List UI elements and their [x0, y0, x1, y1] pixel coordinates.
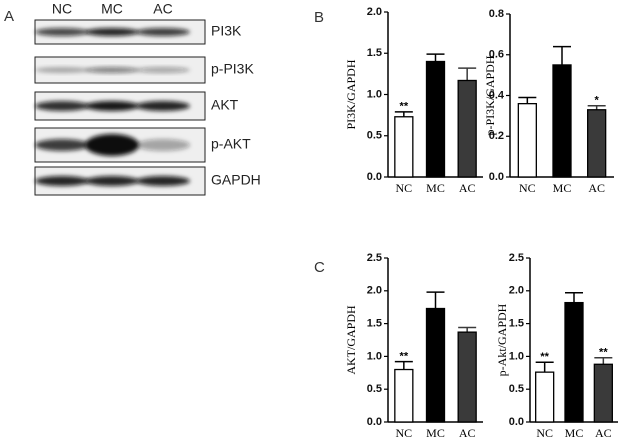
protein-label: AKT	[211, 97, 239, 113]
bar	[394, 368, 414, 423]
lane-label: AC	[153, 1, 172, 17]
bar	[535, 371, 555, 423]
x-tick-label: NC	[395, 181, 412, 195]
blot-band	[136, 176, 190, 186]
blot-band	[136, 139, 190, 151]
lane-label: MC	[101, 1, 123, 17]
y-tick-label: 0.4	[489, 89, 505, 101]
panel-label: B	[314, 9, 324, 26]
panel-label: A	[4, 8, 14, 25]
y-tick-label: 1.0	[367, 88, 382, 100]
lane-label: NC	[52, 1, 72, 17]
significance-label: **	[540, 351, 549, 363]
blot-band	[136, 101, 190, 111]
x-tick-label: MC	[426, 426, 445, 440]
significance-label: *	[595, 95, 600, 107]
y-tick-label: 2.0	[367, 6, 382, 18]
panel-label: C	[314, 259, 325, 276]
bar	[587, 109, 607, 178]
x-tick-label: NC	[536, 426, 553, 440]
blot-band	[85, 101, 139, 111]
y-tick-label: 0.5	[367, 383, 382, 395]
y-axis-label: p-PI3K/GAPDH	[483, 55, 497, 135]
blot-band	[85, 176, 139, 186]
blot-band	[35, 67, 89, 73]
blot-band	[85, 28, 139, 36]
blot-band	[35, 28, 89, 36]
bar	[457, 79, 477, 178]
y-tick-label: 2.0	[509, 285, 524, 297]
y-tick-label: 0.6	[489, 49, 504, 61]
y-tick-label: 0.2	[489, 130, 504, 142]
x-tick-label: AC	[459, 181, 476, 195]
x-tick-label: NC	[395, 426, 412, 440]
bar	[425, 307, 446, 423]
y-tick-label: 1.5	[509, 318, 524, 330]
y-tick-label: 0.8	[489, 8, 504, 20]
y-axis-label: PI3K/GAPDH	[344, 59, 358, 129]
y-tick-label: 1.0	[367, 350, 382, 362]
blot-band	[35, 139, 89, 151]
x-tick-label: MC	[426, 181, 445, 195]
bar	[457, 331, 477, 423]
y-tick-label: 0.5	[509, 383, 524, 395]
y-tick-label: 0.0	[509, 416, 524, 428]
x-tick-label: MC	[565, 426, 584, 440]
y-tick-label: 0.0	[489, 171, 504, 183]
y-tick-label: 1.0	[509, 350, 524, 362]
blot-band	[136, 67, 190, 73]
protein-label: p-PI3K	[211, 61, 254, 77]
blot-band	[35, 101, 89, 111]
x-tick-label: MC	[553, 181, 572, 195]
y-tick-label: 1.5	[367, 47, 382, 59]
bar	[564, 301, 584, 423]
x-tick-label: AC	[588, 181, 605, 195]
protein-label: GAPDH	[211, 172, 261, 188]
protein-label: p-AKT	[211, 136, 251, 152]
y-tick-label: 2.5	[367, 252, 382, 264]
x-tick-label: AC	[595, 426, 612, 440]
bar	[425, 60, 446, 178]
y-axis-label: p-Akt/GAPDH	[495, 303, 509, 376]
significance-label: **	[599, 347, 608, 359]
bar	[394, 116, 414, 178]
y-axis-label: AKT/GAPDH	[344, 305, 358, 375]
y-tick-label: 0.0	[367, 416, 382, 428]
protein-label: PI3K	[211, 23, 242, 39]
significance-label: **	[400, 101, 409, 113]
significance-label: **	[400, 351, 409, 363]
bar	[552, 64, 572, 178]
y-tick-label: 0.5	[367, 130, 382, 142]
blot-band	[136, 28, 190, 36]
y-tick-label: 0.0	[367, 171, 382, 183]
x-tick-label: AC	[459, 426, 476, 440]
bar	[593, 363, 613, 423]
y-tick-label: 2.0	[367, 285, 382, 297]
x-tick-label: NC	[519, 181, 536, 195]
y-tick-label: 2.5	[509, 252, 524, 264]
y-tick-label: 1.5	[367, 318, 382, 330]
bar	[517, 103, 537, 178]
blot-band	[85, 134, 139, 156]
blot-band	[85, 67, 139, 73]
blot-band	[35, 176, 89, 186]
